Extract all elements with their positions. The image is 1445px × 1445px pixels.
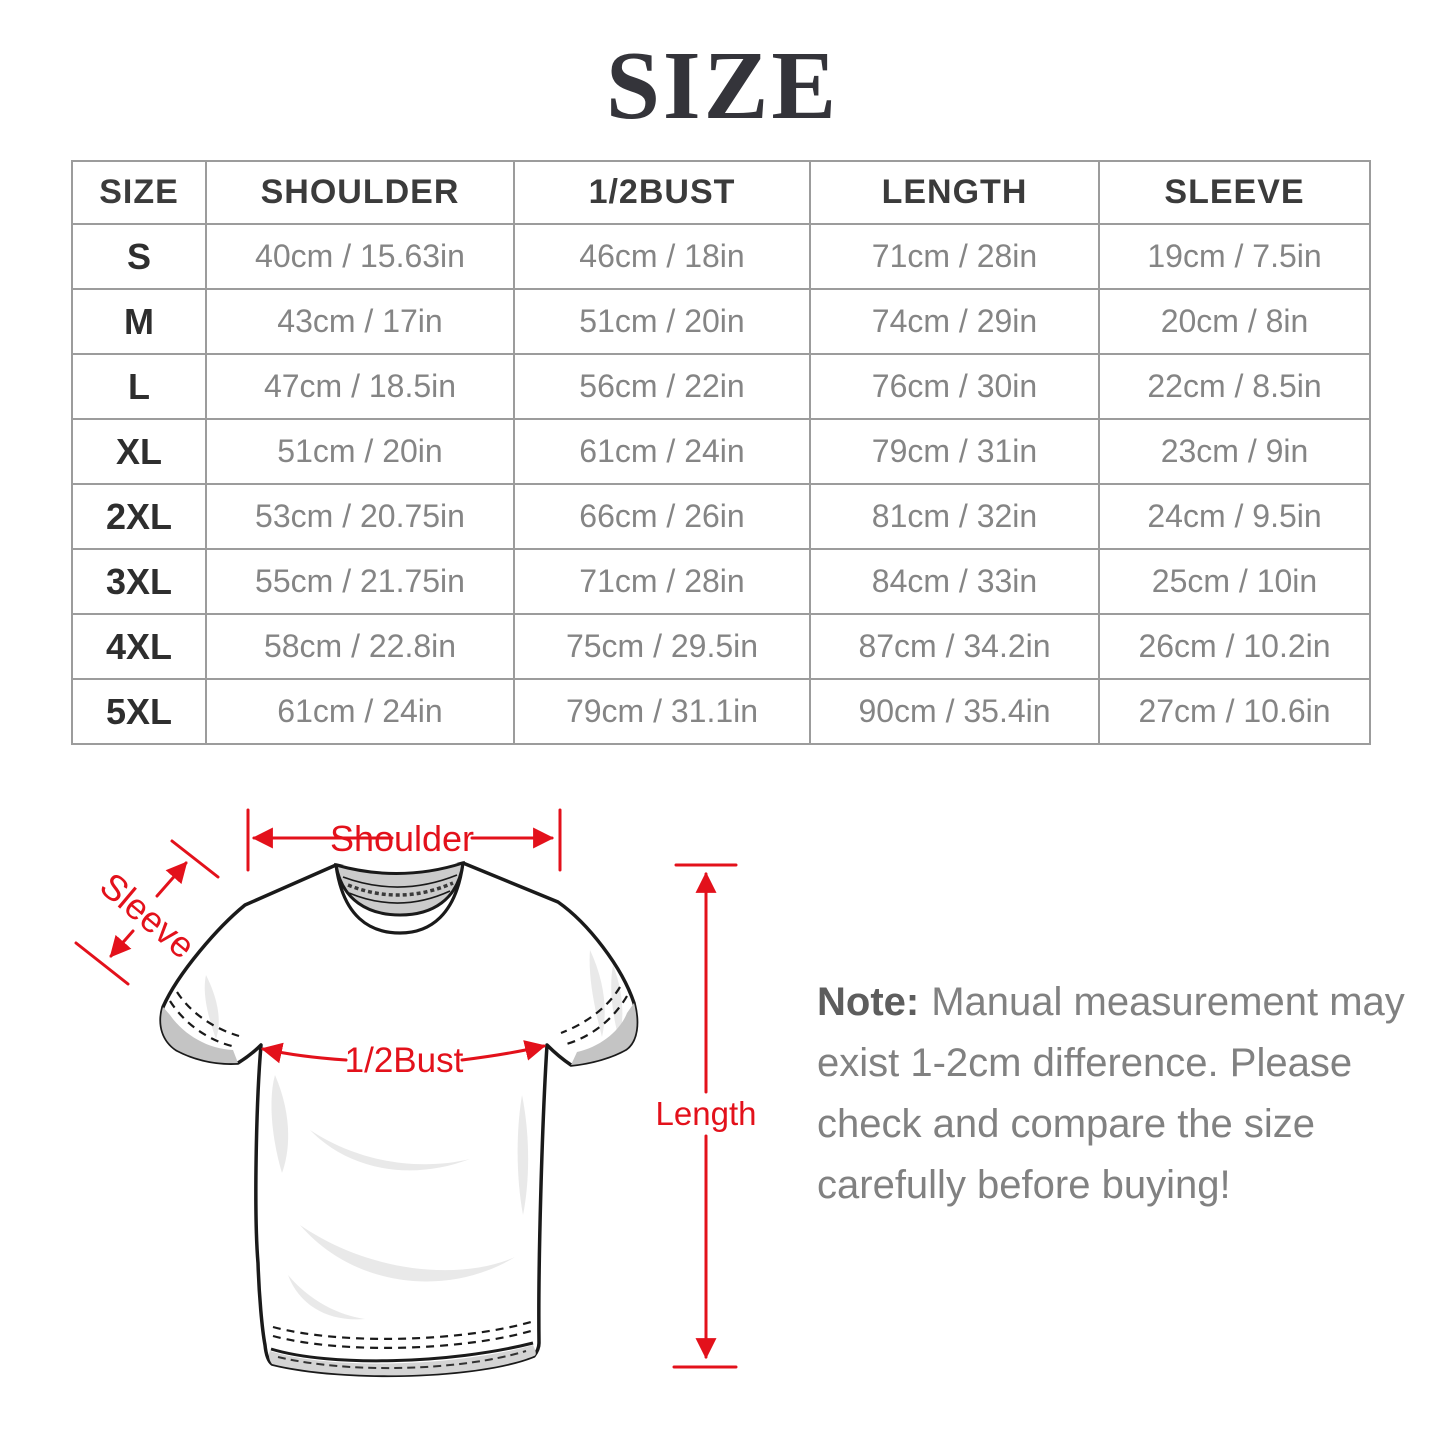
hem-stitch-1 [272, 1320, 532, 1340]
cell-length: 81cm / 32in [809, 483, 1100, 550]
cell-shoulder: 55cm / 21.75in [205, 548, 515, 615]
table-row: 4XL 58cm / 22.8in 75cm / 29.5in 87cm / 3… [71, 613, 1371, 680]
shoulder-annotation: Shoulder [246, 808, 562, 872]
note-prefix: Note: [817, 980, 920, 1024]
table-row: 2XL 53cm / 20.75in 66cm / 26in 81cm / 32… [71, 483, 1371, 550]
bust-arrow-right [460, 1040, 547, 1062]
cell-bust: 61cm / 24in [513, 418, 811, 485]
note-line: carefully before buying! [817, 1163, 1231, 1207]
cell-length: 84cm / 33in [809, 548, 1100, 615]
right-cuff-stitch-1 [562, 995, 628, 1047]
cell-sleeve: 27cm / 10.6in [1098, 678, 1371, 745]
cell-length: 74cm / 29in [809, 288, 1100, 355]
cell-bust: 46cm / 18in [513, 223, 811, 290]
cell-sleeve: 19cm / 7.5in [1098, 223, 1371, 290]
cell-shoulder: 58cm / 22.8in [205, 613, 515, 680]
cell-length: 76cm / 30in [809, 353, 1100, 420]
length-annotation: Length [656, 863, 757, 1369]
cell-size: L [71, 353, 207, 420]
cell-size: 3XL [71, 548, 207, 615]
cell-length: 90cm / 35.4in [809, 678, 1100, 745]
cell-bust: 56cm / 22in [513, 353, 811, 420]
collar-opening [334, 860, 465, 917]
note-line: check and compare the size [817, 1102, 1316, 1146]
bust-arrow-left [260, 1042, 348, 1064]
cell-size: 2XL [71, 483, 207, 550]
measurement-annotations: Shoulder Sleeve 1/2Bust [74, 808, 757, 1369]
sleeve-arrow-up [155, 861, 188, 898]
hem-stitch-2 [272, 1329, 532, 1349]
cell-sleeve: 26cm / 10.2in [1098, 613, 1371, 680]
page-title: SIZE [605, 32, 840, 139]
cell-size: 5XL [71, 678, 207, 745]
header-sleeve: SLEEVE [1098, 160, 1371, 225]
wrinkle-shading [204, 950, 623, 1320]
cell-bust: 66cm / 26in [513, 483, 811, 550]
left-cuff-stitch-1 [169, 1000, 237, 1049]
note-line-text: Manual measurement may [931, 980, 1405, 1024]
tshirt-body [159, 861, 639, 1378]
sleeve-label: Sleeve [92, 864, 203, 966]
sleeve-tick-top [170, 839, 220, 879]
cell-length: 87cm / 34.2in [809, 613, 1100, 680]
hem-stitch-3 [277, 1350, 527, 1370]
table-row: 3XL 55cm / 21.75in 71cm / 28in 84cm / 33… [71, 548, 1371, 615]
table-row: M 43cm / 17in 51cm / 20in 74cm / 29in 20… [71, 288, 1371, 355]
note-line: exist 1-2cm difference. Please [817, 1041, 1353, 1085]
left-cuff-stitch-2 [176, 991, 240, 1038]
cell-length: 79cm / 31in [809, 418, 1100, 485]
length-label: Length [656, 1095, 757, 1132]
tshirt-illustration [159, 860, 639, 1378]
cell-shoulder: 61cm / 24in [205, 678, 515, 745]
cell-size: M [71, 288, 207, 355]
cell-sleeve: 20cm / 8in [1098, 288, 1371, 355]
hem-shade [268, 1345, 536, 1376]
table-row: S 40cm / 15.63in 46cm / 18in 71cm / 28in… [71, 223, 1371, 290]
cell-shoulder: 51cm / 20in [205, 418, 515, 485]
table-header-row: SIZE SHOULDER 1/2BUST LENGTH SLEEVE [71, 160, 1371, 225]
sleeve-arrow-down [109, 929, 135, 958]
cell-bust: 51cm / 20in [513, 288, 811, 355]
shoulder-label: Shoulder [330, 818, 474, 859]
table-row: 5XL 61cm / 24in 79cm / 31.1in 90cm / 35.… [71, 678, 1371, 745]
cell-bust: 75cm / 29.5in [513, 613, 811, 680]
tshirt-measurement-diagram: Shoulder Sleeve 1/2Bust [74, 808, 757, 1378]
header-bust: 1/2BUST [513, 160, 811, 225]
header-size: SIZE [71, 160, 207, 225]
bust-annotation: 1/2Bust [260, 1040, 547, 1080]
cell-sleeve: 25cm / 10in [1098, 548, 1371, 615]
cell-length: 71cm / 28in [809, 223, 1100, 290]
header-length: LENGTH [809, 160, 1100, 225]
collar-band-line-top [342, 874, 458, 888]
cell-size: XL [71, 418, 207, 485]
cell-size: 4XL [71, 613, 207, 680]
cell-shoulder: 53cm / 20.75in [205, 483, 515, 550]
cell-shoulder: 43cm / 17in [205, 288, 515, 355]
right-cuff-shade [571, 1003, 637, 1065]
table-row: XL 51cm / 20in 61cm / 24in 79cm / 31in 2… [71, 418, 1371, 485]
right-cuff-stitch-2 [560, 986, 621, 1035]
bust-label: 1/2Bust [345, 1041, 464, 1080]
note-line: Note: Manual measurement may [817, 972, 1405, 1033]
cell-size: S [71, 223, 207, 290]
cell-bust: 79cm / 31.1in [513, 678, 811, 745]
hem-fold-line [270, 1341, 534, 1363]
note-text: Note: Manual measurement may exist 1-2cm … [817, 972, 1405, 1216]
sleeve-tick-bottom [74, 941, 130, 986]
cell-sleeve: 23cm / 9in [1098, 418, 1371, 485]
cell-sleeve: 24cm / 9.5in [1098, 483, 1371, 550]
left-cuff-shade [161, 1007, 238, 1064]
collar-band-line-bottom [348, 890, 451, 904]
header-shoulder: SHOULDER [205, 160, 515, 225]
size-table: SIZE SHOULDER 1/2BUST LENGTH SLEEVE S 40… [71, 160, 1371, 745]
cell-bust: 71cm / 28in [513, 548, 811, 615]
cell-shoulder: 40cm / 15.63in [205, 223, 515, 290]
cell-sleeve: 22cm / 8.5in [1098, 353, 1371, 420]
cell-shoulder: 47cm / 18.5in [205, 353, 515, 420]
table-row: L 47cm / 18.5in 56cm / 22in 76cm / 30in … [71, 353, 1371, 420]
